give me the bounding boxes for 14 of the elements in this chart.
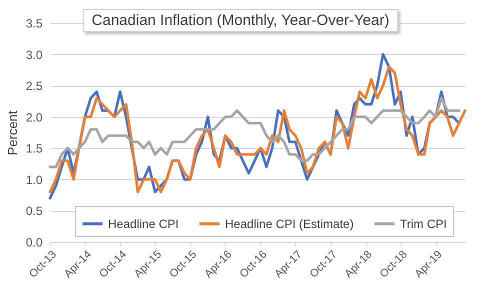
- legend-label: Trim CPI: [400, 216, 447, 231]
- y-tick-label: 3.5: [26, 16, 43, 30]
- y-tick-label: 0.0: [26, 236, 43, 250]
- y-tick-label: 0.5: [26, 204, 43, 218]
- y-axis-title: Percent: [4, 110, 20, 156]
- line-series: [48, 96, 460, 168]
- y-tick-label: 3.0: [26, 48, 43, 62]
- y-tick-label: 1.5: [26, 142, 43, 156]
- legend-label: Headline CPI (Estimate): [225, 216, 354, 231]
- y-tick-label: 2.5: [26, 79, 43, 94]
- y-tick-label: 1.0: [26, 172, 43, 187]
- legend-label: Headline CPI: [108, 216, 179, 231]
- y-tick-label: 2.0: [26, 110, 43, 124]
- chart-title: Canadian Inflation (Monthly, Year-Over-Year): [82, 9, 398, 32]
